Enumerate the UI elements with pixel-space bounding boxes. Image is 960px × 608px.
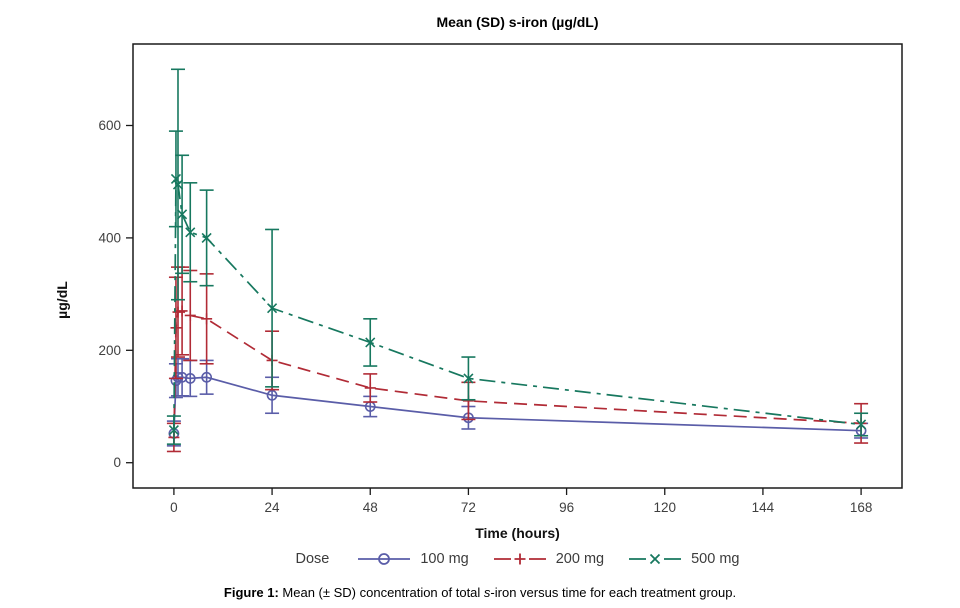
x-marker-icon xyxy=(170,173,182,184)
legend-line-sample-500mg xyxy=(629,553,682,565)
y-tick-label: 200 xyxy=(98,343,121,358)
legend: Dose 100 mg 200 mg 500 mg xyxy=(75,551,960,567)
legend-item-500mg: 500 mg xyxy=(626,551,739,567)
plus-marker-icon xyxy=(364,382,376,394)
circle-marker-icon xyxy=(266,389,278,401)
legend-title: Dose xyxy=(295,551,330,567)
x-marker-icon xyxy=(177,209,188,220)
figure-caption: Figure 1: Mean (± SD) concentration of t… xyxy=(0,585,960,600)
circle-marker-icon xyxy=(184,373,196,384)
legend-line-sample-100mg xyxy=(358,553,411,565)
x-marker-icon xyxy=(856,419,867,430)
caption-label: Figure 1: xyxy=(223,585,279,600)
x-marker-icon xyxy=(168,425,179,436)
legend-line-sample-200mg xyxy=(493,553,546,565)
caption-italic-s: s xyxy=(483,585,491,600)
legend-item-200mg: 200 mg xyxy=(491,551,604,567)
plot-frame xyxy=(132,43,903,489)
plus-marker-icon xyxy=(176,305,188,317)
circle-marker-icon xyxy=(172,371,184,383)
x-tick-label: 96 xyxy=(559,500,574,515)
x-tick-label: 0 xyxy=(170,500,178,515)
circle-marker-icon xyxy=(201,371,213,383)
legend-label-100mg: 100 mg xyxy=(420,551,469,567)
x-axis-label: Time (hours) xyxy=(475,525,560,541)
x-tick-label: 168 xyxy=(850,500,873,515)
series-line xyxy=(173,178,862,431)
y-tick-label: 400 xyxy=(98,230,121,245)
x-tick-label: 24 xyxy=(265,500,281,515)
series-line xyxy=(173,376,862,434)
x-marker-icon xyxy=(185,227,196,238)
legend-label-500mg: 500 mg xyxy=(691,551,740,567)
x-marker-icon xyxy=(463,373,474,384)
legend-label-200mg: 200 mg xyxy=(555,551,605,567)
x-marker-icon xyxy=(649,553,661,565)
x-marker-icon xyxy=(172,179,184,190)
y-tick-label: 0 xyxy=(113,455,121,470)
plus-marker-icon xyxy=(514,553,526,565)
plus-marker-icon xyxy=(201,313,213,325)
x-tick-label: 48 xyxy=(363,500,378,515)
x-marker-icon xyxy=(267,303,278,314)
chart-title: Mean (SD) s-iron (µg/dL) xyxy=(436,14,599,30)
caption-text-1: Mean (± SD) concentration of total xyxy=(278,585,484,600)
x-marker-icon xyxy=(201,232,212,243)
x-tick-label: 120 xyxy=(653,500,676,515)
y-axis-label: µg/dL xyxy=(54,281,70,319)
y-tick-label: 600 xyxy=(98,118,121,133)
caption-text-2: -iron versus time for each treatment gro… xyxy=(490,585,737,600)
x-tick-label: 72 xyxy=(461,500,476,515)
series-line xyxy=(173,310,862,438)
plus-marker-icon xyxy=(170,322,182,334)
plot-area: 0 200 400 600 0 24 48 72 96 120 144 168 xyxy=(98,43,903,515)
x-marker-icon xyxy=(365,337,376,348)
legend-item-100mg: 100 mg xyxy=(355,551,469,567)
circle-marker-icon xyxy=(378,553,391,565)
plus-marker-icon xyxy=(184,309,196,321)
x-tick-label: 144 xyxy=(752,500,775,515)
circle-marker-icon xyxy=(176,371,188,383)
